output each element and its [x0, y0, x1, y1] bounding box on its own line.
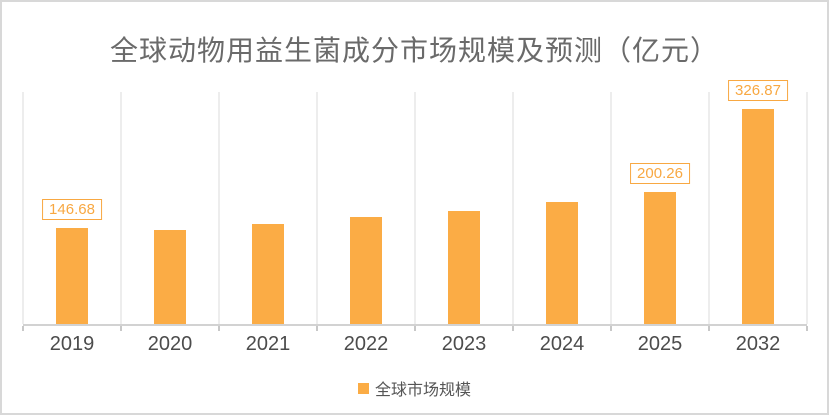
bar-2019: [56, 228, 88, 324]
data-label-2019: 146.68: [42, 199, 102, 220]
bar-2032: [742, 109, 774, 324]
x-axis-tick: [414, 326, 416, 331]
x-axis-tick: [120, 326, 122, 331]
category-gridline: [512, 92, 514, 324]
x-axis-tick: [708, 326, 710, 331]
x-axis-label-2022: 2022: [343, 333, 389, 355]
chart-title: 全球动物用益生菌成分市场规模及预测（亿元）: [109, 35, 719, 66]
x-axis-label-2021: 2021: [245, 333, 291, 355]
x-axis-label-2019: 2019: [49, 333, 95, 355]
x-axis-tick: [316, 326, 318, 331]
bar-2020: [154, 230, 186, 324]
data-label-2032: 326.87: [728, 80, 788, 101]
x-axis-tick: [22, 326, 24, 331]
legend-label: 全球市场规模: [374, 382, 471, 399]
category-gridline: [316, 92, 318, 324]
bar-2021: [252, 224, 284, 324]
category-gridline: [414, 92, 416, 324]
x-axis-tick: [218, 326, 220, 331]
category-gridline: [806, 92, 808, 324]
legend-swatch-icon: [357, 382, 369, 394]
x-axis-tick: [806, 326, 808, 331]
data-label-2025: 200.26: [630, 163, 690, 184]
category-gridline: [120, 92, 122, 324]
plot-area: 146.68 200.26 326.87: [22, 80, 808, 331]
bar-2023: [448, 211, 480, 324]
bar-2025: [644, 192, 676, 324]
x-axis-tick: [512, 326, 514, 331]
x-axis: 2019 2020 2021 2022 2023 2024 2025 2032: [23, 333, 807, 356]
category-gridline: [22, 92, 24, 324]
category-gridline: [218, 92, 220, 324]
bar-2024: [546, 202, 578, 324]
x-axis-label-2024: 2024: [539, 333, 585, 355]
x-axis-label-2023: 2023: [441, 333, 487, 355]
x-axis-tick: [610, 326, 612, 331]
legend: 全球市场规模: [2, 376, 827, 400]
x-axis-label-2032: 2032: [735, 333, 781, 355]
category-gridline: [610, 92, 612, 324]
bar-2022: [350, 217, 382, 324]
x-axis-line: [23, 324, 807, 326]
x-axis-label-2020: 2020: [147, 333, 193, 355]
category-gridline: [708, 92, 710, 324]
x-axis-label-2025: 2025: [637, 333, 683, 355]
